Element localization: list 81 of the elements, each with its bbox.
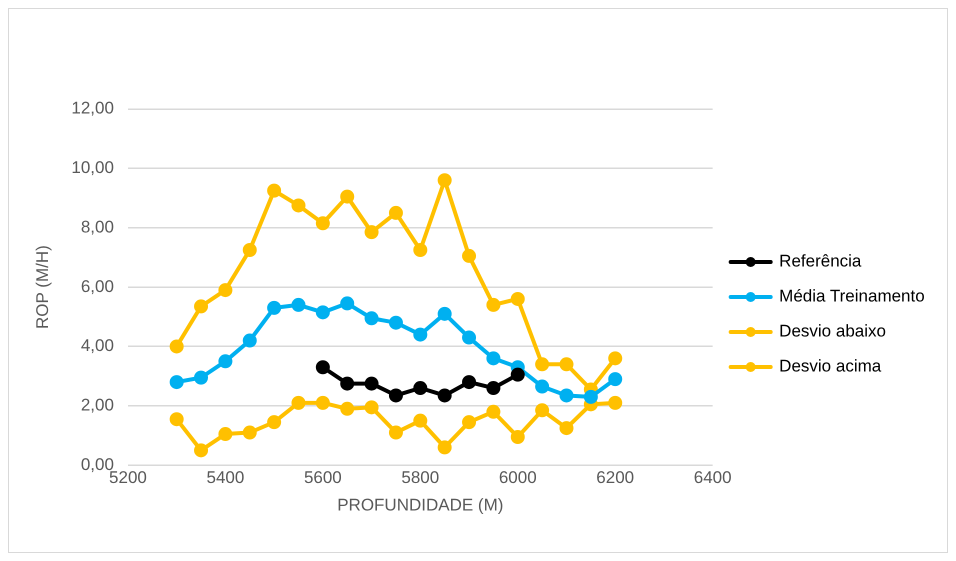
point — [364, 311, 379, 326]
legend-label: Referência — [779, 252, 862, 271]
point — [462, 330, 476, 345]
point — [218, 354, 232, 368]
point — [559, 388, 574, 402]
x-tick-label: 5400 — [206, 468, 244, 488]
x-tick-label: 6000 — [498, 468, 537, 488]
y-tick-label: 12,00 — [71, 98, 114, 118]
point — [438, 173, 452, 188]
point — [291, 198, 306, 212]
point — [388, 426, 403, 440]
y-tick-label: 8,00 — [80, 217, 114, 236]
point — [438, 306, 452, 321]
y-tick-label: 2,00 — [80, 396, 114, 415]
point — [559, 357, 574, 372]
point — [559, 421, 574, 436]
point — [267, 184, 282, 198]
point — [316, 396, 330, 410]
point — [413, 242, 428, 257]
point — [535, 403, 550, 418]
point — [584, 390, 598, 404]
point — [194, 299, 208, 314]
point — [364, 400, 379, 414]
point — [510, 430, 525, 444]
point — [608, 396, 622, 410]
point — [170, 339, 184, 354]
x-tick-label: 5800 — [401, 468, 440, 488]
point — [486, 351, 500, 366]
point — [340, 296, 354, 310]
point — [194, 370, 208, 385]
point — [218, 427, 232, 442]
point — [462, 375, 476, 390]
point — [242, 242, 257, 257]
point — [388, 388, 403, 402]
x-axis-title: PROFUNDIDADE (M) — [337, 495, 504, 514]
point — [364, 376, 379, 391]
point — [170, 412, 184, 426]
point — [413, 414, 428, 428]
point — [535, 357, 550, 372]
y-tick-label: 4,00 — [80, 336, 114, 356]
point — [438, 388, 452, 402]
y-axis-title: ROP (M/H) — [32, 245, 52, 329]
point — [486, 381, 500, 396]
legend-label: Desvio acima — [779, 356, 882, 376]
point — [316, 216, 330, 230]
point — [510, 368, 525, 382]
point — [388, 206, 403, 220]
point — [388, 316, 403, 330]
point — [340, 402, 354, 416]
legend-label: Média Treinamento — [779, 286, 925, 306]
point — [291, 396, 306, 410]
point — [462, 248, 476, 263]
point — [316, 360, 330, 374]
point — [413, 328, 428, 342]
point — [438, 440, 452, 454]
point — [242, 426, 257, 440]
point — [535, 380, 550, 394]
point — [413, 381, 428, 396]
point — [486, 298, 500, 312]
point — [486, 404, 500, 419]
point — [364, 225, 379, 240]
point — [316, 305, 330, 320]
y-tick-label: 10,00 — [71, 158, 114, 178]
point — [267, 300, 282, 315]
point — [608, 351, 622, 366]
point — [218, 283, 232, 298]
point — [242, 334, 257, 348]
point — [291, 298, 306, 312]
point — [340, 190, 354, 204]
point — [194, 443, 208, 458]
point — [608, 372, 622, 386]
point — [462, 415, 476, 430]
point — [510, 292, 525, 306]
legend-label: Desvio abaixo — [779, 322, 886, 341]
point — [267, 415, 282, 430]
y-tick-label: 6,00 — [80, 276, 114, 296]
x-tick-label: 5600 — [304, 468, 342, 488]
point — [340, 376, 354, 391]
point — [170, 375, 184, 390]
x-tick-label: 6200 — [596, 468, 634, 488]
x-tick-label: 6400 — [694, 468, 732, 488]
